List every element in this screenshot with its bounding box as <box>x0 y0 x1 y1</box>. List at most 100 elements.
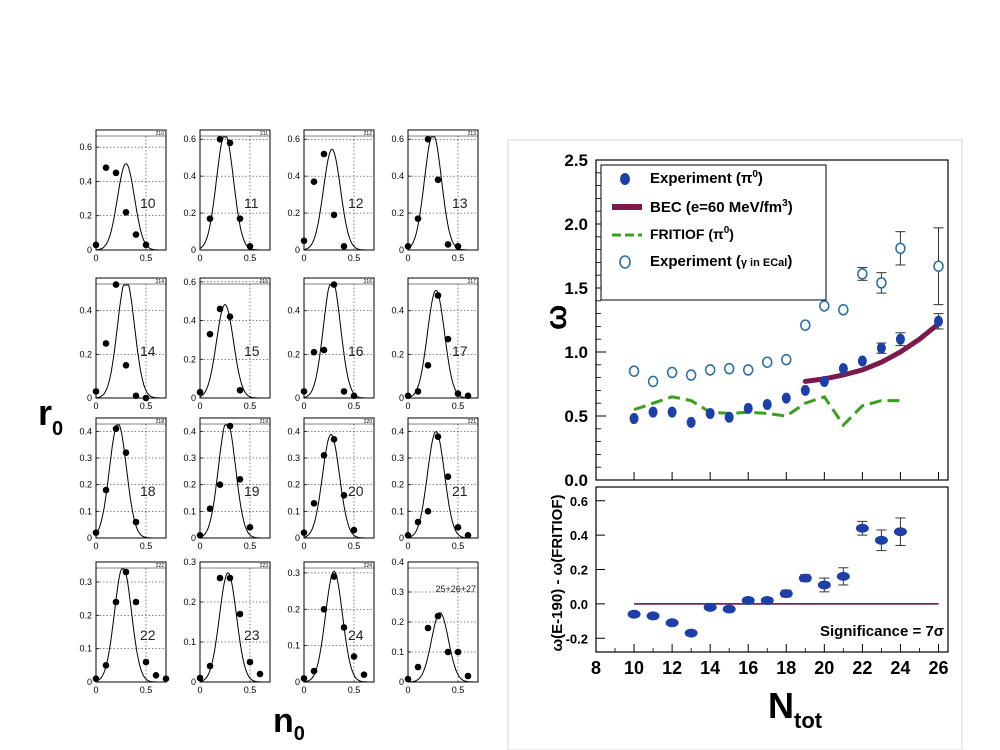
small-plot-data-point <box>320 150 328 158</box>
small-plot-data-point <box>310 178 318 185</box>
small-plot-fit-curve <box>303 433 374 539</box>
small-plot-data-point <box>112 281 120 288</box>
small-plot-y-tick-label: 0.4 <box>391 306 404 316</box>
small-plot-5: 214 0 0.2 0.4 0 0.5 14 <box>79 277 167 411</box>
small-plot-data-point <box>122 568 130 576</box>
small-plot-data-point <box>196 532 204 539</box>
small-plot-data-point <box>216 305 224 313</box>
small-plot-y-tick-label: 0 <box>191 533 196 543</box>
small-plot-data-point <box>340 243 348 250</box>
small-plot-frame <box>95 129 167 251</box>
small-plot-y-tick-label: 0 <box>399 533 404 543</box>
small-plot-label: 25+26+27 <box>435 584 476 594</box>
small-plot-x-tick-label: 0.5 <box>452 685 465 695</box>
small-plot-data-point <box>102 486 110 494</box>
small-plot-y-tick-label: 0 <box>295 393 300 403</box>
small-plot-data-point <box>142 658 150 666</box>
gamma-data-point <box>666 366 678 379</box>
small-plot-x-tick-label: 0.5 <box>140 685 153 695</box>
small-plot-header-number: 222 <box>156 563 165 569</box>
small-plot-data-point <box>226 139 234 147</box>
small-plot-x-tick-label: 0.5 <box>452 401 465 411</box>
small-plot-y-tick-label: 0.3 <box>183 453 196 463</box>
x-tick-label: 22 <box>852 658 872 678</box>
small-plot-y-tick-label: 0 <box>295 677 300 687</box>
upper-y-tick-label: 0.0 <box>564 471 588 490</box>
pi0-data-point <box>724 411 734 423</box>
small-plot-y-tick-label: 0.2 <box>183 597 196 607</box>
small-plot-data-point <box>310 500 318 507</box>
small-plot-y-tick-label: 0.3 <box>79 453 92 463</box>
small-plot-y-tick-label: 0.1 <box>391 506 404 516</box>
small-plot-header-number: 213 <box>468 131 477 137</box>
small-plot-data-point <box>404 532 412 539</box>
lower-difference-plot: -0.2 0.0 0.2 0.4 0.6 8 10 12 14 16 18 20 22 24 26 Signi… <box>566 486 949 678</box>
difference-data-point <box>722 604 736 614</box>
small-plot-data-point <box>404 243 412 250</box>
small-plot-data-point <box>236 386 244 394</box>
x-tick-label: 16 <box>738 658 758 678</box>
small-plot-x-tick-label: 0 <box>301 253 306 263</box>
small-plot-data-point <box>142 241 150 249</box>
small-plot-data-point <box>444 648 452 656</box>
small-plot-data-point <box>236 476 244 483</box>
small-plot-y-tick-label: 0.2 <box>79 480 92 490</box>
small-plot-data-point <box>206 505 214 512</box>
x-tick-label: 20 <box>814 658 834 678</box>
upper-omega-plot: 0.0 0.5 1.0 1.5 2.0 2.5 Experiment (π0) BEC (e=… <box>564 151 949 490</box>
small-plot-10: 219 0 0.1 0.2 0.3 0.4 0 0.5 19 <box>183 417 271 551</box>
small-plot-header-number: 212 <box>364 131 373 137</box>
small-plot-data-point <box>434 176 442 184</box>
left-y-axis-label: r0 <box>38 392 63 440</box>
small-plot-header-number: 210 <box>156 131 165 137</box>
small-plot-y-tick-label: 0 <box>191 677 196 687</box>
small-plot-data-point <box>414 215 422 222</box>
gamma-data-point <box>742 364 754 376</box>
small-plot-header-number: 216 <box>364 279 373 285</box>
pi0-data-point <box>629 413 639 425</box>
small-plot-data-point <box>300 675 308 682</box>
small-plot-y-tick-label: 0.2 <box>79 349 92 359</box>
small-plot-data-point <box>424 508 432 515</box>
small-plot-13: 222 0 0.1 0.2 0.3 0 0.5 22 <box>79 561 170 695</box>
small-plot-y-tick-label: 0.4 <box>287 306 300 316</box>
small-plot-y-tick-label: 0 <box>191 393 196 403</box>
small-plot-data-point <box>206 330 214 338</box>
small-plot-data-point <box>92 388 100 395</box>
small-plot-y-tick-label: 0.4 <box>287 171 300 181</box>
gamma-data-point <box>723 362 735 375</box>
legend-marker-pi0 <box>620 173 630 185</box>
small-plot-data-point <box>216 574 224 582</box>
difference-data-point <box>874 535 888 545</box>
gamma-data-point <box>799 319 811 331</box>
pi0-data-point <box>781 392 791 404</box>
small-plot-data-point <box>350 526 358 534</box>
small-plot-data-point <box>330 436 338 443</box>
small-plot-data-point <box>340 388 348 395</box>
gamma-data-point <box>857 268 868 280</box>
small-plot-x-tick-label: 0.5 <box>140 253 153 263</box>
significance-annotation: Significance = 7σ <box>820 623 944 640</box>
small-plot-data-point <box>216 481 224 488</box>
small-plot-data-point <box>340 492 348 499</box>
small-plot-4: 213 0 0.2 0.4 0.6 0 0.5 13 <box>391 129 479 263</box>
small-plot-label: 13 <box>452 195 468 211</box>
small-plot-7: 216 0 0.2 0.4 0 0.5 16 <box>287 277 375 411</box>
small-plot-y-tick-label: 0.4 <box>183 171 196 181</box>
legend-label-2: BEC (e=60 MeV/fm3) <box>650 198 793 216</box>
small-plot-data-point <box>464 672 472 680</box>
pi0-data-point <box>819 375 829 387</box>
small-plot-data-point <box>404 675 412 683</box>
small-plot-data-point <box>424 361 432 369</box>
pi0-data-point <box>686 416 696 428</box>
small-plot-data-point <box>300 529 308 536</box>
fritiof-series-line <box>633 395 901 428</box>
small-plot-fit-curve <box>303 284 374 399</box>
small-plot-y-tick-label: 0.2 <box>287 349 300 359</box>
small-plot-label: 20 <box>348 483 364 499</box>
difference-data-point <box>646 611 660 621</box>
small-plot-data-point <box>256 670 264 678</box>
small-plot-y-tick-label: 0.4 <box>79 176 92 186</box>
